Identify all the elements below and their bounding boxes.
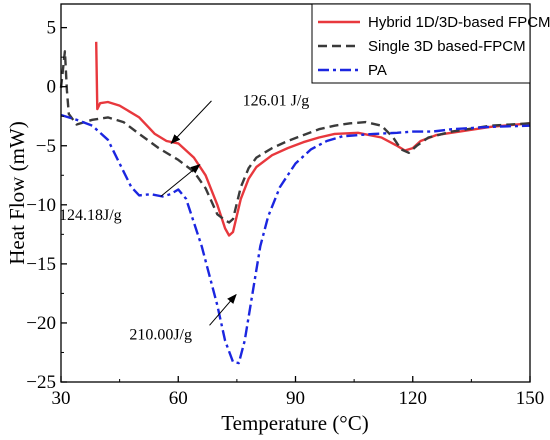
y-tick-label: −5 [36, 136, 56, 157]
annotation-label-2: 124.18J/g [59, 207, 122, 224]
y-tick-label: 5 [47, 18, 57, 39]
legend: Hybrid 1D/3D-based FPCM Single 3D based-F… [311, 3, 550, 84]
tick-layer: 30 60 90 120 150 5 0 −5 −10 −15 −20 −25 [26, 18, 544, 409]
y-tick-label: −10 [26, 195, 56, 216]
legend-label-1: Hybrid 1D/3D-based FPCM [368, 14, 550, 31]
x-tick-label: 150 [516, 388, 545, 409]
y-tick-label: −20 [26, 313, 56, 334]
series-layer [59, 41, 531, 365]
y-axis-title: Heat Flow (mW) [5, 121, 29, 264]
y-tick-label: −15 [26, 254, 56, 275]
series-line-3 [60, 113, 531, 365]
x-tick-label: 30 [52, 388, 71, 409]
legend-label-3: PA [368, 62, 387, 79]
annotation-arrow-2 [160, 164, 201, 197]
x-tick-label: 120 [399, 388, 428, 409]
series-line-1 [95, 41, 531, 237]
y-tick-label: 0 [47, 77, 57, 98]
annotation-layer: 126.01 J/g 124.18J/g 210.00J/g [59, 93, 309, 344]
annotation-label-3: 210.00J/g [129, 326, 192, 343]
x-tick-label: 60 [169, 388, 188, 409]
annotation-label-1: 126.01 J/g [243, 93, 310, 110]
legend-label-2: Single 3D based-FPCM [368, 38, 526, 55]
x-tick-label: 90 [286, 388, 305, 409]
x-axis-title: Temperature (°C) [221, 411, 368, 435]
annotation-arrow-1 [170, 100, 212, 145]
annotation-arrow-3 [209, 293, 237, 326]
y-tick-label: −25 [26, 372, 56, 393]
series-line-2 [59, 50, 531, 224]
